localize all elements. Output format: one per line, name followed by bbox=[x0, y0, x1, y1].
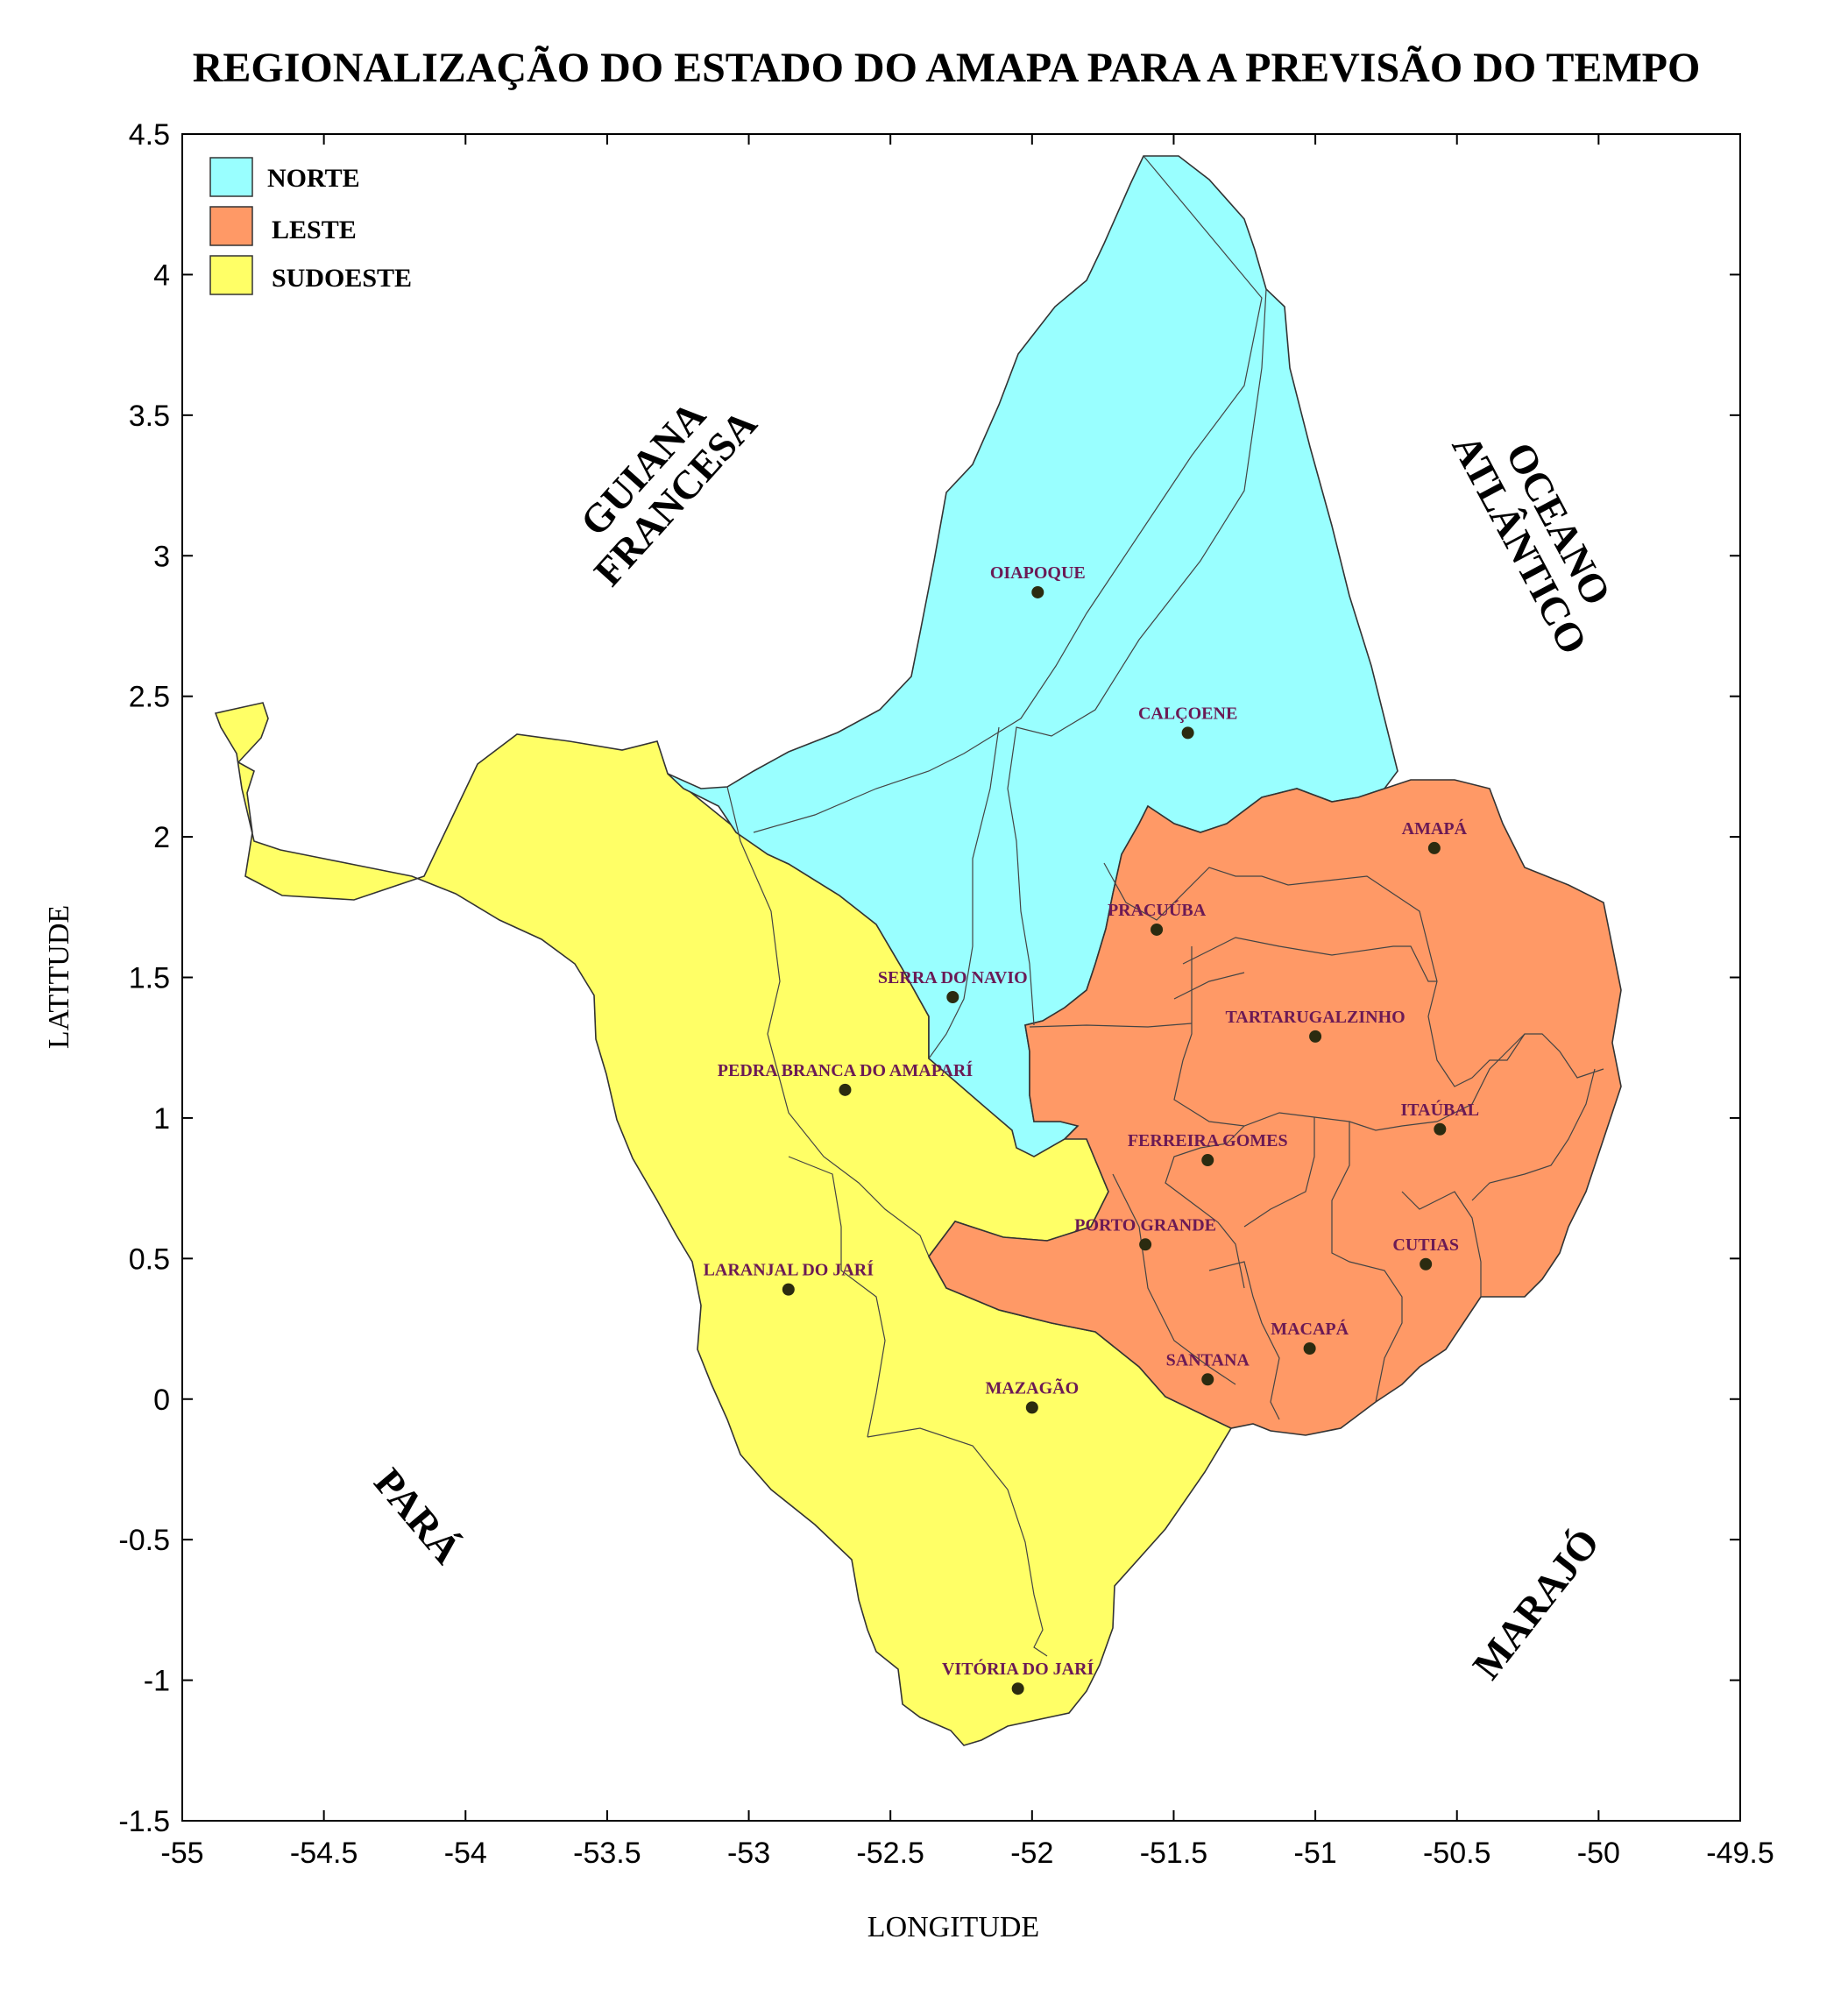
city-marker bbox=[1139, 1238, 1152, 1251]
city-label: PEDRA BRANCA DO AMAPARÍ bbox=[718, 1060, 974, 1080]
city-label: PORTO GRANDE bbox=[1074, 1215, 1216, 1235]
legend-label-leste: LESTE bbox=[272, 216, 357, 244]
city-marker bbox=[1011, 1682, 1024, 1695]
x-axis-label: LONGITUDE bbox=[867, 1911, 1039, 1943]
regions bbox=[214, 155, 1622, 1746]
city-marker bbox=[1420, 1257, 1433, 1271]
city-marker bbox=[1303, 1342, 1316, 1355]
x-tick-label: -51.5 bbox=[1140, 1837, 1208, 1870]
city-label: CUTIAS bbox=[1392, 1235, 1459, 1255]
y-tick-label: 4.5 bbox=[129, 118, 170, 152]
tick-marks bbox=[181, 133, 1741, 1822]
city-label: ITAÚBAL bbox=[1401, 1099, 1480, 1120]
cities: OIAPOQUE CALÇOENE AMAPÁ PRACUÚBA SERRA DO NA… bbox=[704, 563, 1480, 1695]
x-tick-label: -54.5 bbox=[290, 1837, 358, 1870]
x-tick-label: -55 bbox=[160, 1837, 203, 1870]
city-marker bbox=[1031, 585, 1044, 598]
city-marker bbox=[1427, 841, 1441, 854]
x-tick-label: -53.5 bbox=[573, 1837, 641, 1870]
city-marker bbox=[1025, 1401, 1038, 1414]
x-tick-label: -51 bbox=[1294, 1837, 1337, 1870]
y-tick-label: -1 bbox=[144, 1665, 170, 1698]
tick-labels: -55 -54.5 -54 -53.5 -53 -52.5 -52 -51.5 -51 -50.5… bbox=[118, 118, 1774, 1870]
city-marker bbox=[782, 1283, 795, 1296]
legend-swatch-leste bbox=[209, 206, 253, 246]
region-leste bbox=[928, 779, 1622, 1436]
city-label: MAZAGÃO bbox=[985, 1377, 1079, 1398]
x-tick-label: -52 bbox=[1010, 1837, 1053, 1870]
city-label: OIAPOQUE bbox=[990, 563, 1086, 583]
y-tick-label: 2.5 bbox=[129, 681, 170, 714]
city-marker bbox=[1201, 1373, 1214, 1386]
y-tick-label: 2 bbox=[153, 821, 170, 854]
city-marker bbox=[946, 990, 959, 1003]
y-tick-label: 0 bbox=[153, 1384, 170, 1417]
city-marker bbox=[1309, 1030, 1322, 1043]
region-sudoeste bbox=[214, 702, 1233, 1746]
city-label: PRACUÚBA bbox=[1108, 899, 1207, 920]
x-tick-label: -52.5 bbox=[856, 1837, 924, 1870]
city-label: SERRA DO NAVIO bbox=[878, 968, 1028, 987]
x-tick-label: -49.5 bbox=[1706, 1837, 1774, 1870]
y-tick-label: 0.5 bbox=[129, 1242, 170, 1276]
city-label: FERREIRA GOMES bbox=[1128, 1131, 1288, 1150]
city-label: TARTARUGALZINHO bbox=[1225, 1008, 1405, 1027]
y-tick-label: -0.5 bbox=[118, 1524, 170, 1557]
y-tick-label: 1.5 bbox=[129, 962, 170, 995]
legend-swatch-norte bbox=[209, 157, 253, 197]
legend-label-sudoeste: SUDOESTE bbox=[272, 264, 412, 293]
y-axis-label: LATITUDE bbox=[43, 905, 75, 1049]
y-tick-label: 3 bbox=[153, 540, 170, 573]
y-tick-label: 4 bbox=[153, 258, 170, 292]
city-marker bbox=[839, 1083, 852, 1096]
city-marker bbox=[1151, 923, 1164, 936]
city-label: AMAPÁ bbox=[1402, 818, 1468, 839]
city-marker bbox=[1434, 1122, 1447, 1136]
city-marker bbox=[1181, 726, 1194, 740]
city-marker bbox=[1201, 1154, 1214, 1167]
city-label: MACAPÁ bbox=[1271, 1319, 1349, 1339]
legend: NORTE LESTE SUDOESTE bbox=[209, 157, 412, 295]
city-label: VITÓRIA DO JARÍ bbox=[942, 1658, 1094, 1679]
y-tick-label: 3.5 bbox=[129, 400, 170, 433]
x-tick-label: -54 bbox=[444, 1837, 487, 1870]
city-label: LARANJAL DO JARÍ bbox=[704, 1260, 874, 1280]
page-title: REGIONALIZAÇÃO DO ESTADO DO AMAPA PARA A… bbox=[193, 45, 1701, 91]
legend-label-norte: NORTE bbox=[267, 164, 360, 193]
y-tick-label: -1.5 bbox=[118, 1805, 170, 1838]
municipal-boundaries bbox=[726, 155, 1604, 1657]
x-tick-label: -50 bbox=[1577, 1837, 1620, 1870]
x-tick-label: -50.5 bbox=[1423, 1837, 1491, 1870]
city-label: SANTANA bbox=[1166, 1350, 1250, 1370]
x-tick-label: -53 bbox=[727, 1837, 770, 1870]
city-label: CALÇOENE bbox=[1138, 704, 1237, 723]
y-tick-label: 1 bbox=[153, 1102, 170, 1136]
legend-swatch-sudoeste bbox=[209, 255, 253, 295]
